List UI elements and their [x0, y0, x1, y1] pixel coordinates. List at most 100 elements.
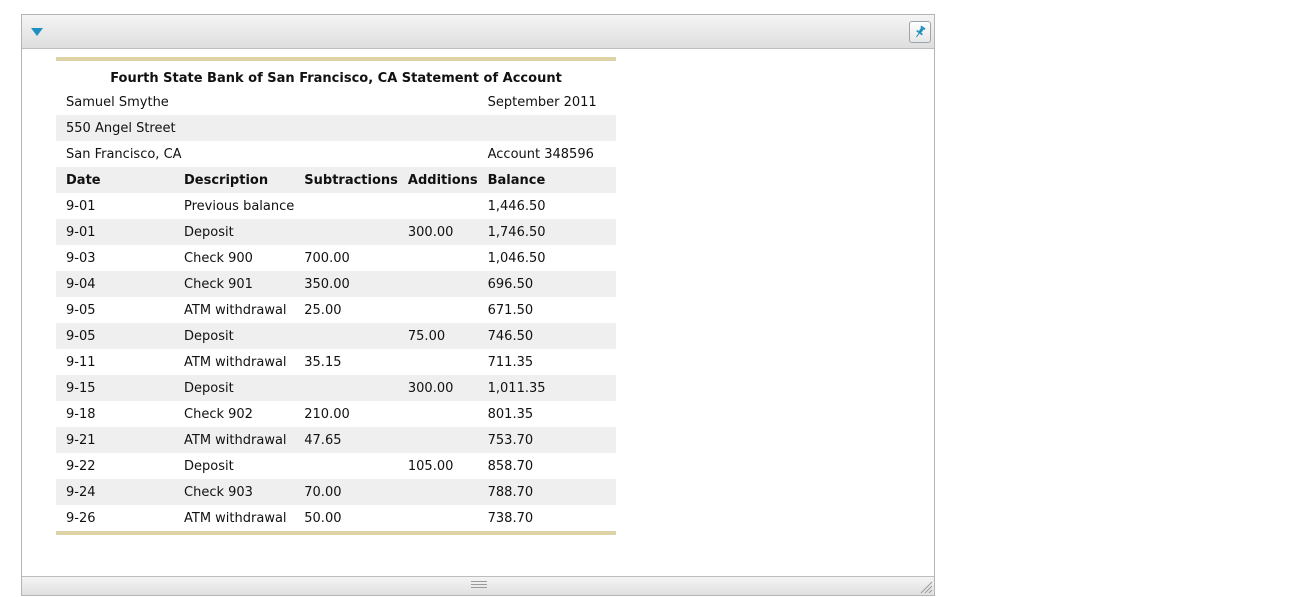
cell-description: Check 900 [184, 250, 253, 266]
cell-additions [397, 271, 478, 297]
cell-subtractions: 25.00 [304, 302, 342, 318]
transaction-row: 9-11 ATM withdrawal 35.15 711.35 [56, 349, 616, 375]
transaction-row: 9-26 ATM withdrawal 50.00 738.70 [56, 505, 616, 531]
cell-subtractions: 70.00 [294, 479, 398, 505]
cell-additions [398, 505, 478, 531]
cell-description: ATM withdrawal [184, 354, 287, 370]
cell-balance: 746.50 [477, 323, 616, 349]
cell-subtractions [294, 453, 398, 479]
cell-subtractions [294, 193, 398, 219]
cell-description: Deposit [174, 375, 295, 401]
cell-balance: 711.35 [487, 354, 534, 370]
cell-subtractions: 50.00 [304, 510, 342, 526]
cell-subtractions [294, 375, 398, 401]
cell-date: 9-05 [66, 302, 96, 318]
cell-date: 9-24 [56, 479, 174, 505]
cell-subtractions [294, 323, 398, 349]
transaction-row: 9-04 Check 901 350.00 696.50 [56, 271, 616, 297]
statement-table: Fourth State Bank of San Francisco, CA S… [56, 61, 616, 531]
holder-street: 550 Angel Street [56, 115, 478, 141]
cell-date: 9-11 [66, 354, 96, 370]
cell-balance: 696.50 [477, 271, 616, 297]
panel-body: Fourth State Bank of San Francisco, CA S… [22, 49, 934, 576]
cell-additions: 300.00 [397, 375, 478, 401]
cell-balance: 788.70 [477, 479, 616, 505]
cell-description: ATM withdrawal [184, 302, 287, 318]
cell-description: ATM withdrawal [184, 510, 287, 526]
cell-additions: 300.00 [397, 219, 478, 245]
cell-subtractions: 47.65 [294, 427, 398, 453]
cell-date: 9-03 [66, 250, 96, 266]
cell-subtractions: 35.15 [304, 354, 342, 370]
transaction-row: 9-05 Deposit 75.00 746.50 [56, 323, 616, 349]
cell-description: Deposit [184, 458, 234, 474]
statement-period: September 2011 [487, 94, 597, 110]
statement-panel: Fourth State Bank of San Francisco, CA S… [21, 14, 935, 596]
header-description: Description [174, 167, 295, 193]
header-row: Date Description Subtractions Additions … [56, 167, 616, 193]
cell-subtractions: 210.00 [304, 406, 350, 422]
cell-additions [398, 297, 478, 323]
cell-description: Check 901 [174, 271, 295, 297]
resize-grip-icon[interactable] [919, 580, 933, 594]
header-subtractions: Subtractions [294, 167, 398, 193]
cell-additions [398, 245, 478, 271]
cell-additions [398, 349, 478, 375]
account-number: Account 348596 [487, 146, 594, 162]
cell-date: 9-18 [66, 406, 96, 422]
cell-date: 9-15 [56, 375, 174, 401]
cell-date: 9-04 [56, 271, 174, 297]
triangle-down-icon[interactable] [31, 28, 43, 36]
transaction-row: 9-03 Check 900 700.00 1,046.50 [56, 245, 616, 271]
cell-balance: 1,446.50 [487, 198, 546, 214]
street-row: 550 Angel Street [56, 115, 616, 141]
statement-title: Fourth State Bank of San Francisco, CA S… [110, 71, 562, 86]
holder-city: San Francisco, CA [66, 146, 182, 162]
cell-date: 9-01 [56, 219, 174, 245]
cell-additions: 75.00 [397, 323, 478, 349]
cell-description: Deposit [174, 323, 295, 349]
holder-name: Samuel Smythe [66, 94, 169, 110]
statement-table-wrapper: Fourth State Bank of San Francisco, CA S… [56, 57, 616, 535]
cell-date: 9-26 [66, 510, 96, 526]
cell-balance: 1,011.35 [477, 375, 616, 401]
cell-balance: 1,746.50 [477, 219, 616, 245]
cell-subtractions: 700.00 [304, 250, 350, 266]
pushpin-icon [916, 25, 926, 38]
cell-additions [398, 401, 478, 427]
holder-row: Samuel Smythe September 2011 [56, 89, 616, 115]
cell-date: 9-01 [66, 198, 96, 214]
transaction-row: 9-05 ATM withdrawal 25.00 671.50 [56, 297, 616, 323]
cell-additions [397, 479, 478, 505]
transaction-row: 9-24 Check 903 70.00 788.70 [56, 479, 616, 505]
header-additions: Additions [397, 167, 478, 193]
pin-button[interactable] [909, 21, 931, 43]
cell-balance: 858.70 [487, 458, 534, 474]
cell-balance: 1,046.50 [487, 250, 546, 266]
panel-header [22, 15, 934, 49]
cell-subtractions [294, 219, 398, 245]
cell-balance: 801.35 [487, 406, 534, 422]
header-date: Date [56, 167, 174, 193]
cell-description: Check 903 [174, 479, 295, 505]
cell-additions: 105.00 [407, 458, 454, 474]
transaction-row: 9-22 Deposit 105.00 858.70 [56, 453, 616, 479]
cell-description: Deposit [174, 219, 295, 245]
drag-handle-icon[interactable] [471, 581, 487, 590]
cell-balance: 738.70 [487, 510, 534, 526]
cell-balance: 671.50 [487, 302, 534, 318]
panel-footer [22, 576, 934, 595]
transaction-row: 9-01 Deposit 300.00 1,746.50 [56, 219, 616, 245]
transaction-row: 9-21 ATM withdrawal 47.65 753.70 [56, 427, 616, 453]
transaction-row: 9-15 Deposit 300.00 1,011.35 [56, 375, 616, 401]
transaction-row: 9-18 Check 902 210.00 801.35 [56, 401, 616, 427]
cell-subtractions: 350.00 [294, 271, 398, 297]
header-balance: Balance [477, 167, 616, 193]
cell-balance: 753.70 [477, 427, 616, 453]
cell-date: 9-22 [66, 458, 96, 474]
cell-description: Check 902 [184, 406, 253, 422]
cell-additions [398, 193, 478, 219]
cell-additions [397, 427, 478, 453]
cell-date: 9-05 [56, 323, 174, 349]
cell-date: 9-21 [56, 427, 174, 453]
